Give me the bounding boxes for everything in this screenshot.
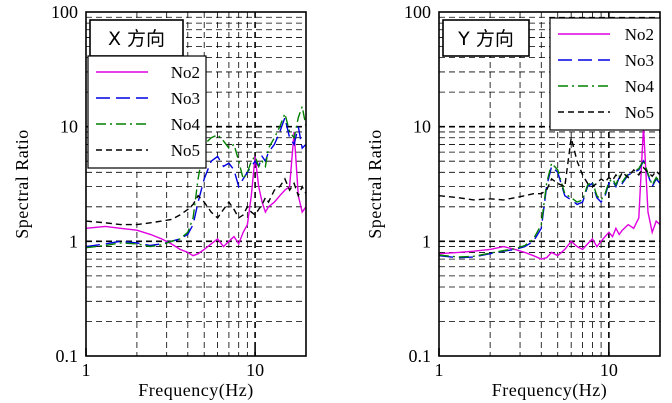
y-tick-label: 1 <box>69 231 78 251</box>
x-axis-title: Frequency(Hz) <box>492 380 607 401</box>
series-line-no2 <box>439 126 660 260</box>
legend-label-no5: No5 <box>625 103 654 122</box>
y-axis-title: Spectral Ratio <box>365 129 385 238</box>
y-tick-label: 10 <box>413 117 431 137</box>
y-tick-label: 100 <box>51 2 78 22</box>
plot-frame <box>85 11 307 357</box>
series-line-no3 <box>439 159 660 259</box>
legend: No2 No3 No4 No5 <box>87 55 207 169</box>
legend-label-no2: No2 <box>625 25 654 44</box>
plot-frame <box>438 11 661 357</box>
x-tick-label: 1 <box>82 360 91 380</box>
series-group <box>86 103 306 257</box>
legend-label-no3: No3 <box>625 51 654 70</box>
legend-label-no3: No3 <box>171 89 200 108</box>
series-line-no2 <box>86 131 306 257</box>
y-tick-label: 0.1 <box>56 346 79 366</box>
y-axis-title: Spectral Ratio <box>12 129 32 238</box>
panel-title-box <box>89 19 184 57</box>
y-tick-label: 100 <box>404 2 431 22</box>
legend-label-no4: No4 <box>171 115 201 134</box>
legend-label-no5: No5 <box>171 141 200 160</box>
series-line-no5 <box>439 137 660 201</box>
series-line-no5 <box>86 177 306 226</box>
panel-title: X 方向 <box>108 28 165 50</box>
series-group <box>439 126 660 260</box>
series-line-no4 <box>86 103 306 249</box>
legend-label-no4: No4 <box>625 77 655 96</box>
x-axis-title: Frequency(Hz) <box>138 380 253 401</box>
y-tick-label: 10 <box>60 117 78 137</box>
y-tick-label: 1 <box>422 231 431 251</box>
panel-title-box <box>442 19 530 57</box>
x-tick-label: 10 <box>600 360 618 380</box>
x-tick-label: 1 <box>435 360 444 380</box>
x-tick-label: 10 <box>246 360 264 380</box>
panel-title: Y 方向 <box>457 28 514 50</box>
series-line-no4 <box>439 158 660 258</box>
y-tick-label: 0.1 <box>409 346 432 366</box>
legend: No2 No3 No4 No5 <box>549 17 661 131</box>
legend-label-no2: No2 <box>171 63 200 82</box>
